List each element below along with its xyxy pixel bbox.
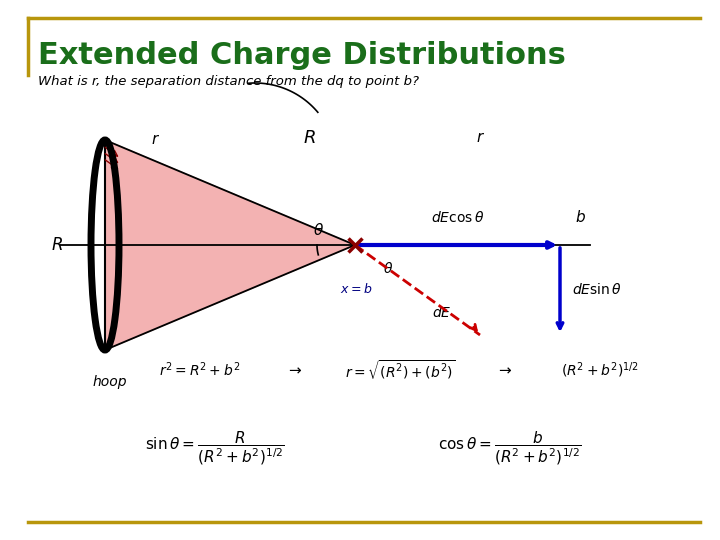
Text: $dE$: $dE$ [433,305,452,320]
Text: R: R [304,129,316,147]
Text: $\sin\theta = \dfrac{R}{(R^2+b^2)^{1/2}}$: $\sin\theta = \dfrac{R}{(R^2+b^2)^{1/2}}… [145,429,284,467]
Text: hoop: hoop [93,375,127,389]
Polygon shape [105,140,355,350]
Text: $(R^2+b^2)^{1/2}$: $(R^2+b^2)^{1/2}$ [561,360,639,380]
Text: $r^2 = R^2 + b^2$: $r^2 = R^2 + b^2$ [159,361,240,379]
Text: $\theta$: $\theta$ [383,261,393,276]
Text: $x = b$: $x = b$ [340,282,372,296]
Text: Extended Charge Distributions: Extended Charge Distributions [38,40,566,70]
Text: $\theta$: $\theta$ [313,222,324,238]
Text: $dE\sin\theta$: $dE\sin\theta$ [572,282,622,298]
Text: b: b [575,210,585,225]
Text: $\cos\theta = \dfrac{b}{(R^2+b^2)^{1/2}}$: $\cos\theta = \dfrac{b}{(R^2+b^2)^{1/2}}… [438,429,582,467]
Text: $\rightarrow$: $\rightarrow$ [287,362,304,377]
Text: What is r, the separation distance from the dq to point b?: What is r, the separation distance from … [38,76,419,89]
Text: r: r [152,132,158,147]
Text: r: r [477,131,483,145]
Text: $dE\cos\theta$: $dE\cos\theta$ [431,210,484,225]
Text: $r = \sqrt{(R^2)+(b^2)}$: $r = \sqrt{(R^2)+(b^2)}$ [345,358,456,382]
Text: $\rightarrow$: $\rightarrow$ [497,362,513,377]
Text: R: R [51,236,63,254]
